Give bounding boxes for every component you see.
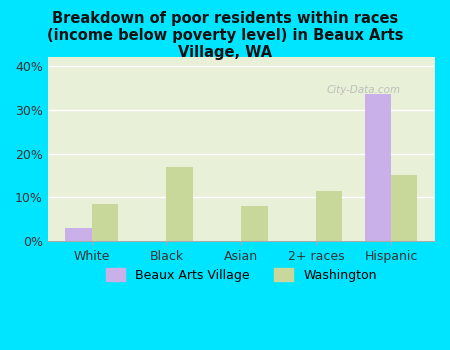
Bar [65, 228, 91, 241]
Bar [91, 204, 118, 241]
Bar [316, 191, 342, 241]
Bar [365, 94, 391, 241]
Text: City-Data.com: City-Data.com [327, 85, 400, 95]
Legend: Beaux Arts Village, Washington: Beaux Arts Village, Washington [101, 263, 382, 287]
Bar [241, 206, 268, 241]
Bar [166, 167, 193, 241]
Text: Breakdown of poor residents within races
(income below poverty level) in Beaux A: Breakdown of poor residents within races… [47, 10, 403, 60]
Bar [391, 175, 418, 241]
